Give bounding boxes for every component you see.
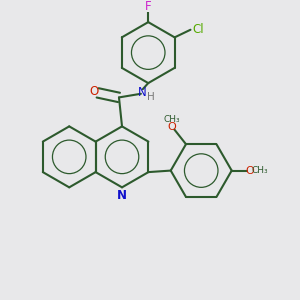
Text: Cl: Cl: [192, 22, 204, 36]
Text: N: N: [117, 189, 127, 202]
Text: O: O: [89, 85, 99, 98]
Text: CH₃: CH₃: [252, 166, 268, 175]
Text: CH₃: CH₃: [164, 115, 180, 124]
Text: H: H: [147, 92, 155, 102]
Text: N: N: [138, 86, 146, 99]
Text: O: O: [245, 166, 254, 176]
Text: O: O: [168, 122, 176, 132]
Text: F: F: [145, 0, 152, 14]
